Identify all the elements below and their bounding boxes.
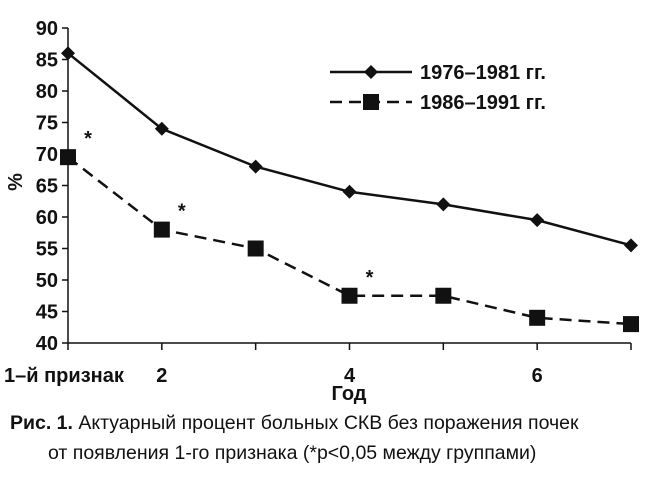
legend-marker-square — [363, 94, 379, 110]
data-point-square — [60, 149, 76, 166]
data-point-square — [435, 287, 452, 304]
y-tick-label: 50 — [36, 270, 58, 292]
series-line-1 — [67, 52, 632, 247]
data-point-diamond — [154, 121, 169, 136]
caption-line-1: Актуарный процент больных СКВ без пораже… — [72, 412, 579, 434]
chart-legend: 1976–1981 гг. 1986–1991 гг. — [330, 62, 546, 114]
x-tick-label: 2 — [156, 365, 167, 387]
significance-markers: * * * — [84, 128, 374, 289]
legend-label-2: 1986–1991 гг. — [420, 92, 546, 114]
data-point-square — [623, 316, 639, 333]
legend-marker-diamond — [364, 65, 378, 79]
data-point-diamond — [436, 197, 451, 212]
significance-asterisk: * — [366, 267, 374, 289]
data-point-square — [529, 309, 546, 326]
y-axis-ticks: 40 45 50 55 60 65 70 75 80 85 90 — [36, 18, 68, 355]
y-tick-label: 60 — [36, 207, 58, 229]
data-point-square — [153, 221, 170, 238]
x-tick-label: 4 — [344, 365, 356, 387]
chart-series — [60, 46, 639, 333]
x-tick-label: 1–й признак — [4, 365, 125, 387]
y-tick-label: 75 — [36, 113, 58, 135]
data-point-diamond — [248, 159, 263, 174]
y-tick-label: 70 — [36, 144, 58, 166]
caption-line-2: от появления 1-го признака (*p<0,05 межд… — [48, 442, 537, 464]
figure-caption: Рис. 1. Актуарный процент больных СКВ бе… — [10, 408, 650, 468]
data-point-square — [341, 287, 358, 304]
data-point-square — [247, 240, 264, 257]
y-tick-label: 90 — [36, 18, 58, 40]
data-point-diamond — [342, 184, 357, 199]
x-axis-title: Год — [332, 383, 367, 405]
y-tick-label: 65 — [36, 176, 58, 198]
data-point-diamond — [530, 213, 545, 228]
y-axis-title: % — [5, 173, 27, 191]
y-tick-label: 55 — [36, 239, 58, 261]
x-tick-label: 6 — [532, 365, 543, 387]
caption-figure-number: Рис. 1. — [10, 412, 73, 434]
y-tick-label: 45 — [36, 302, 58, 324]
x-axis-ticks: 1–й признак 2 4 6 — [4, 343, 632, 387]
y-tick-label: 85 — [36, 50, 58, 72]
y-tick-label: 80 — [36, 81, 58, 103]
legend-label-1: 1976–1981 гг. — [420, 62, 546, 84]
significance-asterisk: * — [84, 128, 92, 150]
y-tick-label: 40 — [36, 333, 58, 355]
data-point-diamond — [624, 238, 638, 253]
significance-asterisk: * — [178, 201, 186, 223]
data-point-diamond — [61, 46, 75, 61]
